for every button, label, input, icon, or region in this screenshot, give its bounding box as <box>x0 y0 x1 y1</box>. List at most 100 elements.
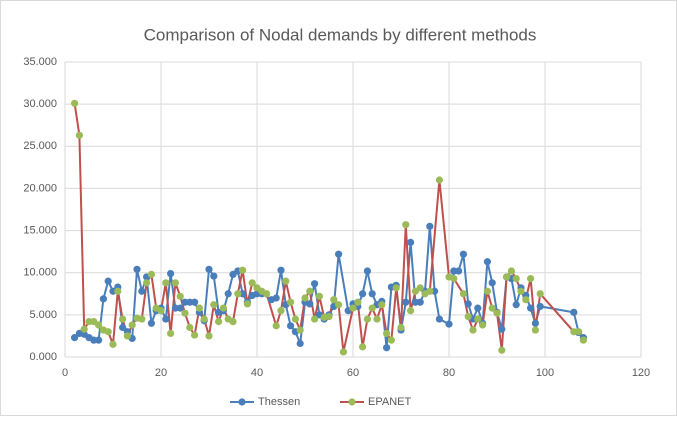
data-point <box>383 344 391 352</box>
data-point <box>339 348 347 356</box>
data-point <box>368 304 376 312</box>
data-point <box>383 329 391 337</box>
data-point <box>104 277 112 285</box>
x-tick-label: 0 <box>62 367 68 379</box>
data-point <box>311 315 319 323</box>
data-point <box>397 323 405 332</box>
data-point <box>95 321 103 329</box>
data-point <box>287 322 295 330</box>
x-tick-label: 80 <box>443 367 455 379</box>
x-tick-label: 120 <box>632 367 650 379</box>
data-point <box>282 277 290 285</box>
data-point <box>186 323 194 332</box>
data-point <box>272 294 280 302</box>
data-point <box>215 318 223 326</box>
data-point <box>407 238 415 246</box>
data-point <box>354 298 362 306</box>
data-point <box>114 287 122 295</box>
data-point <box>459 250 467 258</box>
data-point <box>291 315 299 323</box>
data-point <box>464 300 472 308</box>
data-point <box>507 267 515 275</box>
data-point <box>488 279 496 287</box>
data-point <box>426 222 434 230</box>
data-point <box>248 279 256 287</box>
data-point <box>579 336 588 344</box>
data-point <box>176 292 184 300</box>
data-point <box>503 273 511 281</box>
chart-title: Comparison of Nodal demands by different… <box>144 25 537 44</box>
data-point <box>330 296 338 304</box>
data-point <box>445 320 453 328</box>
data-point <box>349 304 357 312</box>
data-point <box>210 301 218 309</box>
data-point <box>138 315 146 323</box>
y-tick-label: 35.000 <box>23 56 57 68</box>
data-point <box>239 266 247 274</box>
data-point <box>378 301 386 309</box>
data-point <box>498 346 506 354</box>
data-point <box>301 294 309 302</box>
data-point <box>527 304 535 312</box>
data-point <box>527 275 535 283</box>
y-tick-label: 10.000 <box>23 267 57 279</box>
data-point <box>147 319 155 327</box>
x-tick-label: 20 <box>155 367 167 379</box>
data-point <box>306 300 314 308</box>
data-point <box>363 267 371 275</box>
data-point <box>335 301 343 309</box>
data-point <box>474 304 482 312</box>
data-point <box>80 325 88 333</box>
data-point <box>402 221 410 229</box>
data-point <box>195 304 203 312</box>
data-point <box>531 326 540 334</box>
legend-marker <box>348 398 356 406</box>
data-point <box>75 131 83 139</box>
data-point <box>296 339 304 348</box>
data-point <box>277 266 285 274</box>
data-point <box>99 295 107 303</box>
data-point <box>71 334 79 342</box>
data-point <box>104 328 112 336</box>
data-point <box>123 332 131 340</box>
data-point <box>325 312 333 321</box>
data-point <box>531 319 540 327</box>
data-point <box>435 176 443 184</box>
data-point <box>162 279 170 287</box>
data-point <box>234 290 242 298</box>
data-point <box>512 275 520 283</box>
y-tick-label: 30.000 <box>23 98 57 110</box>
data-point <box>459 290 467 298</box>
data-point <box>387 336 395 344</box>
data-point <box>71 99 79 107</box>
y-tick-label: 20.000 <box>23 182 57 194</box>
data-point <box>483 287 491 295</box>
data-point <box>205 265 213 273</box>
data-point <box>392 284 400 292</box>
data-point <box>181 309 189 317</box>
data-point <box>224 290 232 298</box>
data-point <box>147 270 155 278</box>
legend-label: EPANET <box>368 396 411 408</box>
data-point <box>167 269 175 278</box>
data-point <box>109 340 117 348</box>
y-tick-label: 5.000 <box>29 309 57 321</box>
data-point <box>191 298 199 306</box>
data-point <box>272 322 280 330</box>
data-point <box>416 298 424 306</box>
data-point <box>171 279 179 287</box>
data-point <box>498 325 506 333</box>
data-point <box>219 304 227 312</box>
data-point <box>243 300 251 308</box>
data-point <box>263 290 271 298</box>
data-point <box>455 267 463 275</box>
data-point <box>483 258 491 266</box>
data-point <box>143 279 151 287</box>
data-point <box>536 290 544 298</box>
data-point <box>277 307 285 315</box>
data-point <box>426 287 434 295</box>
data-point <box>359 290 367 298</box>
y-tick-label: 15.000 <box>23 224 57 236</box>
